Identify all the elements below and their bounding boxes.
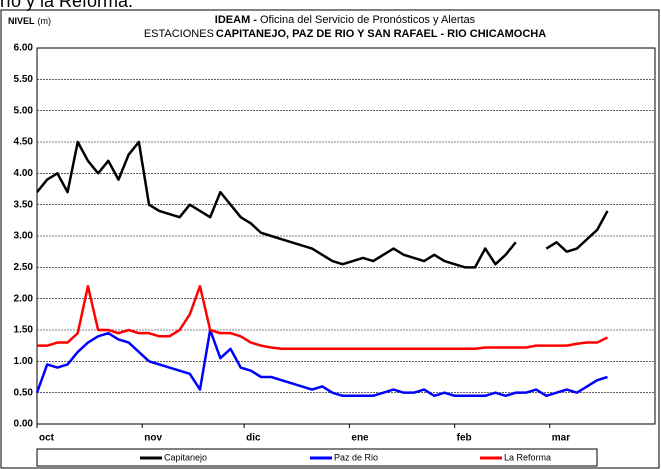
y-tick-label: 5.50 [14, 74, 34, 85]
page-caption: río y la Reforma. [0, 0, 133, 11]
title-bold: IDEAM - [215, 14, 258, 26]
y-tick-label: 4.00 [14, 168, 34, 179]
y-unit: (m) [38, 16, 52, 26]
series-line [35, 328, 608, 398]
y-tick-label: 0.50 [14, 387, 34, 398]
x-tick-label: feb [457, 433, 472, 444]
subtitle: CAPITANEJO, PAZ DE RIO Y SAN RAFAEL - RI… [216, 28, 546, 40]
y-axis-label: NIVEL (m) [8, 16, 51, 26]
subtitle-prefix: ESTACIONES [144, 28, 214, 40]
y-tick-label: 1.00 [14, 356, 34, 367]
y-tick-label: 3.50 [14, 199, 34, 210]
y-tick-label: 0.00 [14, 419, 34, 430]
x-tick-label: dic [246, 433, 261, 444]
y-label: NIVEL [8, 16, 35, 26]
y-tick-label: 6.00 [14, 43, 34, 54]
legend [36, 448, 598, 467]
y-tick-label: 2.50 [14, 262, 34, 273]
y-tick-label: 3.00 [14, 231, 34, 242]
y-tick-label: 2.00 [14, 293, 34, 304]
title: Oficina del Servicio de Pronósticos y Al… [260, 14, 476, 26]
series-line [36, 140, 609, 269]
legend-label: Capitanejo [164, 452, 207, 462]
x-tick-label: ene [351, 433, 369, 444]
y-tick-label: 1.50 [14, 325, 34, 336]
legend-label: Paz de Rio [334, 452, 378, 462]
x-tick-label: oct [39, 433, 55, 444]
legend-label: La Reforma [504, 452, 551, 462]
chart-frame [0, 9, 660, 469]
series-line [37, 284, 609, 351]
y-tick-label: 5.00 [14, 105, 34, 116]
y-tick-label: 4.50 [14, 137, 34, 148]
x-tick-label: nov [144, 433, 162, 444]
x-tick-label: mar [552, 433, 570, 444]
chart-title: IDEAM - Oficina del Servicio de Pronóstic… [215, 14, 476, 26]
chart-subtitle: ESTACIONES CAPITANEJO, PAZ DE RIO Y SAN R… [144, 28, 546, 40]
